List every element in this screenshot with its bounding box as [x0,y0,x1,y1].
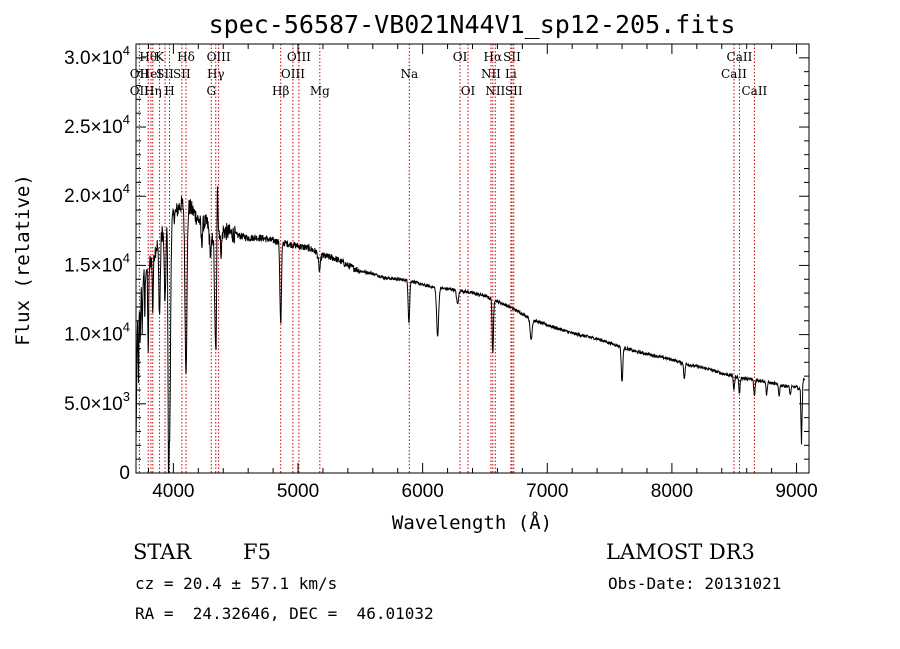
x-tick-label: 9000 [775,481,817,502]
x-tick-label: 8000 [651,481,693,502]
line-marker-label: Na [400,67,418,81]
line-marker-label: OII [130,84,150,98]
line-marker-label: Hγ [207,67,225,81]
line-marker-label: NII [481,67,501,81]
line-marker-label: HeI [140,67,163,81]
line-marker-label: Hη [144,84,162,98]
object-type: STAR [133,540,192,564]
y-tick-label: 0 [119,463,130,484]
line-marker-label: Hα [484,50,503,64]
x-tick-label: 6000 [402,481,444,502]
line-marker-label: OIII [287,50,311,64]
line-marker-label: Hδ [177,50,195,64]
tick-labels: 4000 5000 6000 7000 8000 9000 0 5.0×103 1.0×104 1… [64,43,818,502]
line-marker-label: SII [156,67,174,81]
line-marker-label: OIII [207,50,231,64]
chart-title: spec-56587-VB021N44V1_sp12-205.fits [209,10,736,39]
observation-date: Obs-Date: 20131021 [608,574,782,593]
line-marker-label: CaII [721,67,747,81]
spectrum-series [135,186,806,474]
line-marker-label: Hβ [272,84,289,98]
line-marker-label: OI [461,84,476,98]
survey-name: LAMOST DR3 [606,540,755,564]
x-tick-label: 5000 [277,481,319,502]
line-marker-label: SII [505,84,523,98]
plot-frame [135,43,810,474]
x-axis-label: Wavelength (Å) [392,511,552,534]
line-marker-label: OII [130,67,150,81]
redshift-velocity: cz = 20.4 ± 57.1 km/s [135,574,338,593]
y-tick-label: 2.0×104 [64,181,130,207]
y-axis-label: Flux (relative) [12,174,34,346]
line-marker-label: SII [173,67,191,81]
line-marker-label: OIII [281,67,305,81]
axes [135,43,810,474]
x-tick-label: 4000 [152,481,194,502]
line-marker-label: Mg [310,84,330,98]
y-tick-label: 2.5×104 [64,112,130,138]
line-marker-label: NII [485,84,505,98]
line-marker-label: G [206,84,216,98]
line-marker-label: OI [453,50,468,64]
spectral-subclass: F5 [243,540,271,564]
line-marker-label: Hθ [139,50,157,64]
y-tick-label: 3.0×104 [64,43,130,69]
spectrum-line [135,186,806,474]
y-tick-label: 1.0×104 [64,320,130,346]
line-marker-label: CaII [741,84,767,98]
y-tick-label: 1.5×104 [64,250,130,276]
coordinates: RA = 24.32646, DEC = 46.01032 [135,604,434,623]
x-tick-label: 7000 [526,481,568,502]
line-marker-label: H [164,84,174,98]
line-marker-label: K [155,50,165,64]
line-marker-label: Li [505,67,517,81]
line-marker-label: SII [503,50,521,64]
line-marker-label: CaII [727,50,753,64]
y-tick-label: 5.0×103 [64,389,130,415]
spectral-line-markers: OIIOIIHθHeIHηKSIIHSIIHδGHγOIIIHβOIIIOIII… [130,44,768,473]
